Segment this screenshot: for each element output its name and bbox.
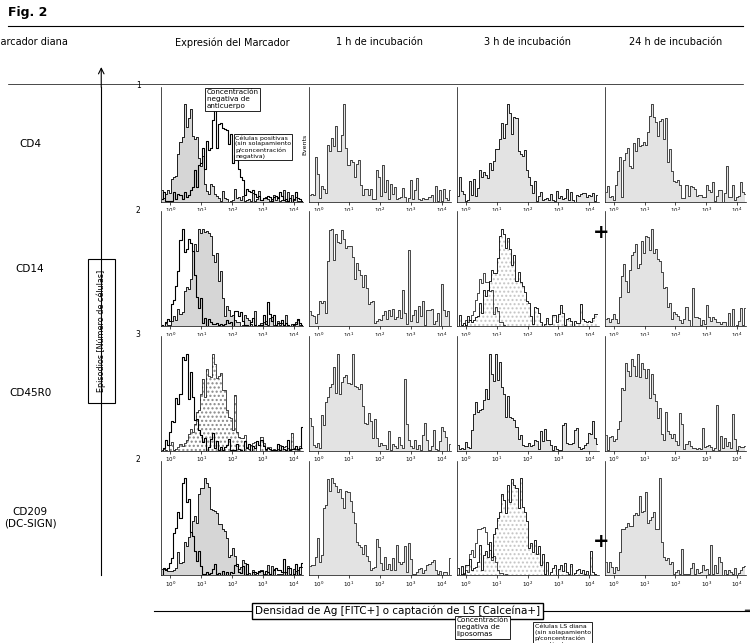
Text: Fig. 2: Fig. 2 bbox=[8, 6, 46, 19]
Text: Células positivas
(sin solapamiento
p/concentración
negativa): Células positivas (sin solapamiento p/co… bbox=[235, 135, 291, 159]
Text: Marcador diana: Marcador diana bbox=[0, 37, 68, 48]
Y-axis label: Events: Events bbox=[302, 134, 307, 155]
Text: Densidad de Ag [FITC+] o captación de LS [Calceína+]: Densidad de Ag [FITC+] o captación de LS… bbox=[255, 606, 540, 616]
Text: Células LS diana
(sin solapamiento
p/concentración
negativa): Células LS diana (sin solapamiento p/con… bbox=[535, 624, 591, 643]
Text: CD4: CD4 bbox=[19, 140, 41, 149]
Text: 2: 2 bbox=[136, 206, 140, 215]
Text: Expresión del Marcador: Expresión del Marcador bbox=[175, 37, 290, 48]
Text: +: + bbox=[593, 532, 610, 550]
Text: Episodios [Número de células]: Episodios [Número de células] bbox=[97, 270, 106, 392]
Text: 3 h de incubación: 3 h de incubación bbox=[484, 37, 572, 48]
Text: 2: 2 bbox=[136, 455, 140, 464]
Text: Concentración
negativa de
liposomas: Concentración negativa de liposomas bbox=[457, 617, 509, 637]
Text: CD209
(DC-SIGN): CD209 (DC-SIGN) bbox=[4, 507, 56, 529]
Text: CD45R0: CD45R0 bbox=[9, 388, 51, 399]
Text: 3: 3 bbox=[136, 331, 140, 340]
Text: +: + bbox=[593, 222, 610, 242]
Text: CD14: CD14 bbox=[16, 264, 44, 274]
Text: 24 h de incubación: 24 h de incubación bbox=[628, 37, 722, 48]
Text: 1 h de incubación: 1 h de incubación bbox=[337, 37, 423, 48]
Text: 1: 1 bbox=[136, 81, 140, 90]
Text: Concentración
negativa de
anticuerpo: Concentración negativa de anticuerpo bbox=[206, 89, 259, 109]
